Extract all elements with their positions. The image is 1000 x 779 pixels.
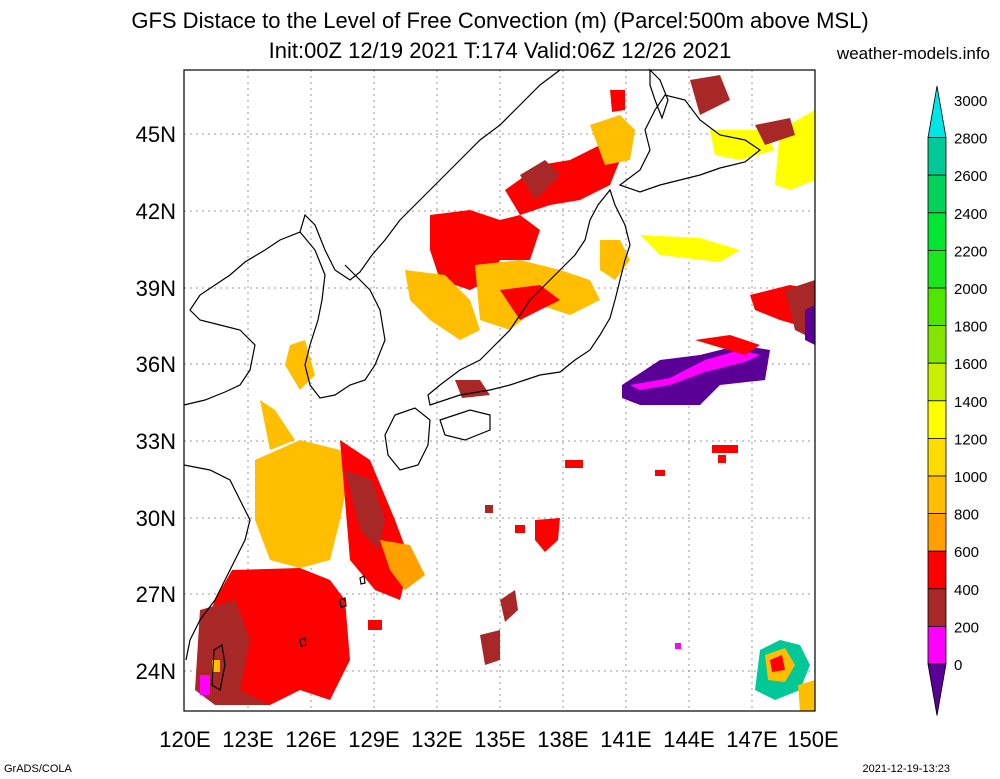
colorbar-swatch	[927, 325, 947, 364]
colorbar-label: 400	[954, 582, 979, 599]
footer-timestamp: 2021-12-19-13:23	[862, 763, 950, 775]
colorbar-swatch	[927, 663, 947, 716]
lat-label: 30N	[136, 506, 176, 531]
colorbar-label: 1800	[954, 319, 987, 336]
colorbar-swatch	[927, 137, 947, 176]
lat-label: 39N	[136, 276, 176, 301]
lat-label: 24N	[136, 659, 176, 684]
site-credit: weather-models.info	[836, 44, 990, 63]
colorbar-label: 600	[954, 544, 979, 561]
map-subtitle: Init:00Z 12/19 2021 T:174 Valid:06Z 12/2…	[268, 38, 732, 63]
lon-axis: 120E 123E 126E 129E 132E 135E 138E 141E …	[159, 727, 838, 752]
lat-label: 36N	[136, 352, 176, 377]
map-frame	[183, 69, 816, 712]
lon-label: 138E	[537, 727, 588, 752]
colorbar-swatch	[927, 550, 947, 590]
map-title: GFS Distace to the Level of Free Convect…	[131, 8, 869, 33]
colorbar-swatch	[927, 287, 947, 326]
lon-label: 120E	[159, 727, 210, 752]
colorbar-label: 1000	[954, 469, 987, 486]
colorbar-label: 1200	[954, 431, 987, 448]
lon-label: 135E	[474, 727, 525, 752]
colorbar-swatch	[927, 212, 947, 251]
colorbar-label: 3000	[954, 93, 987, 110]
coastlines	[183, 68, 762, 691]
colorbar-label: 0	[954, 657, 962, 674]
lat-label: 33N	[136, 429, 176, 454]
lon-label: 150E	[787, 727, 838, 752]
lon-label: 126E	[285, 727, 336, 752]
footer-credit: GrADS/COLA	[4, 763, 72, 775]
colorbar-label: 2200	[954, 243, 987, 260]
lon-label: 141E	[600, 727, 651, 752]
colorbar-label: 800	[954, 507, 979, 524]
lon-label: 123E	[222, 727, 273, 752]
colorbar-swatch	[927, 85, 947, 139]
colorbar-label: 200	[954, 619, 979, 636]
colorbar-label: 2800	[954, 131, 987, 148]
colorbar-label: 1600	[954, 356, 987, 373]
colorbar-swatch	[927, 437, 947, 477]
colorbar-label: 2000	[954, 281, 987, 298]
colorbar-swatch	[927, 400, 947, 439]
lfc-shading	[195, 75, 815, 711]
colorbar-swatch	[927, 626, 947, 665]
colorbar-swatch	[927, 475, 947, 514]
lon-label: 147E	[726, 727, 777, 752]
colorbar-label: 1400	[954, 394, 987, 411]
lat-label: 27N	[136, 582, 176, 607]
lat-label: 45N	[136, 122, 176, 147]
colorbar-swatch	[927, 174, 947, 214]
colorbar-label: 2400	[954, 206, 987, 223]
colorbar-label: 2600	[954, 168, 987, 185]
colorbar-swatch	[927, 588, 947, 627]
lat-label: 42N	[136, 199, 176, 224]
lat-axis: 45N 42N 39N 36N 33N 30N 27N 24N	[136, 122, 176, 684]
colorbar: 3000280026002400220020001800160014001200…	[927, 85, 987, 716]
colorbar-swatch	[927, 362, 947, 402]
lon-label: 144E	[663, 727, 714, 752]
lon-label: 132E	[411, 727, 462, 752]
colorbar-swatch	[927, 513, 947, 552]
colorbar-swatch	[927, 249, 947, 289]
lon-label: 129E	[348, 727, 399, 752]
